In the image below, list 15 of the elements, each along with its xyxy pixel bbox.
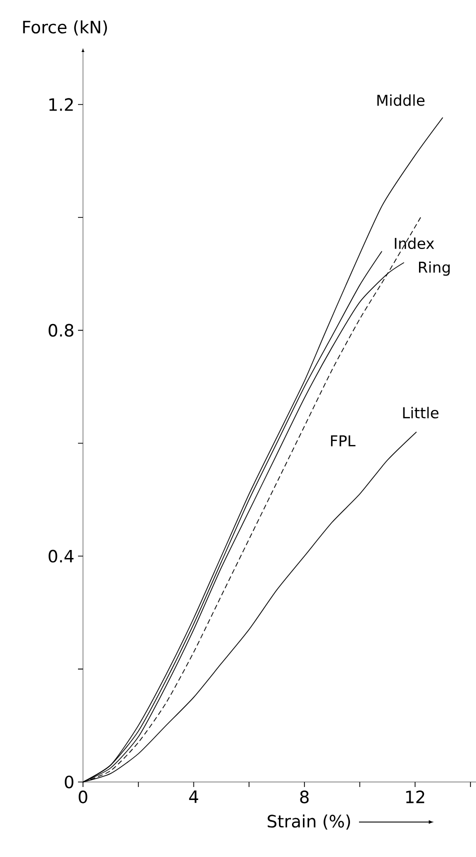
series-label: Middle — [377, 94, 424, 106]
y-tick-label: 0.4 — [48, 550, 74, 563]
series-label: FPL — [330, 435, 356, 446]
y-axis-title: Force (kN) — [23, 20, 107, 36]
y-tick-label: 0.8 — [48, 324, 74, 337]
y-tick-label: 0 — [64, 776, 74, 788]
series-label: Ring — [418, 261, 450, 276]
x-tick-label: 8 — [300, 790, 309, 804]
x-tick-label: 12 — [406, 790, 424, 804]
x-tick-label: 0 — [78, 790, 88, 804]
x-axis-title: Strain (%) — [268, 814, 350, 830]
y-tick-label: 1.2 — [49, 98, 73, 111]
series-label: Index — [394, 237, 434, 250]
x-tick-label: 4 — [189, 790, 198, 803]
series-label: Little — [403, 406, 438, 418]
